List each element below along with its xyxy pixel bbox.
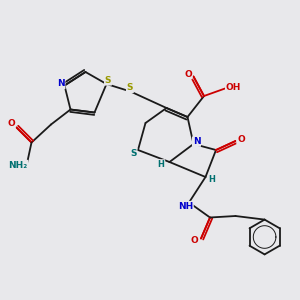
Text: H: H [209, 176, 215, 184]
Text: OH: OH [226, 82, 241, 91]
Text: N: N [193, 137, 200, 146]
Text: O: O [7, 119, 15, 128]
Text: S: S [130, 148, 137, 158]
Text: O: O [237, 135, 245, 144]
Text: S: S [127, 83, 133, 92]
Text: S: S [105, 76, 111, 85]
Text: O: O [190, 236, 198, 245]
Text: NH₂: NH₂ [8, 160, 28, 169]
Text: O: O [184, 70, 192, 79]
Text: N: N [57, 80, 65, 88]
Text: H: H [158, 160, 164, 169]
Text: NH: NH [178, 202, 193, 211]
